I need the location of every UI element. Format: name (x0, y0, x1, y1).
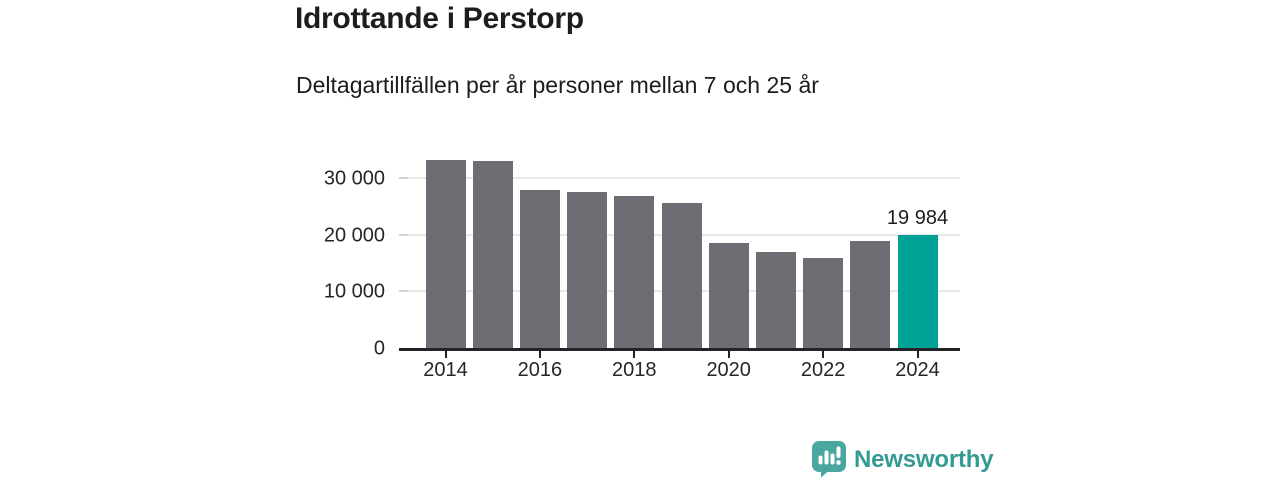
x-tick-2014 (444, 351, 447, 358)
x-axis-label-2024: 2024 (895, 359, 940, 381)
bar-2014 (425, 160, 466, 348)
x-axis-label-2020: 2020 (706, 359, 751, 381)
plot-area (399, 150, 960, 351)
bar-2016 (519, 189, 560, 348)
x-tick-2018 (633, 351, 636, 358)
chart-title: Idrottande i Perstorp (295, 2, 584, 35)
bar-2020 (708, 242, 749, 348)
bar-2022 (803, 258, 844, 348)
x-axis-label-2016: 2016 (517, 359, 563, 381)
y-tick-20000 (399, 233, 408, 236)
y-axis-label-30000: 30 000 (323, 167, 385, 190)
newsworthy-icon (812, 441, 846, 478)
bar-2019 (661, 202, 702, 348)
data-label-2024: 19 984 (886, 206, 949, 229)
newsworthy-logo: Newsworthy (812, 441, 994, 478)
bar-2015 (472, 161, 513, 348)
y-tick-30000 (399, 177, 408, 180)
x-axis-label-2018: 2018 (612, 359, 657, 381)
gridline-30000 (399, 177, 960, 180)
x-axis-label-2022: 2022 (800, 359, 846, 381)
y-axis-label-0: 0 (373, 337, 385, 360)
y-tick-10000 (399, 290, 408, 293)
x-tick-2020 (727, 351, 730, 358)
y-axis-label-20000: 20 000 (323, 224, 385, 247)
bar-2021 (755, 251, 796, 348)
x-tick-2022 (822, 351, 825, 358)
newsworthy-wordmark: Newsworthy (854, 445, 994, 473)
x-tick-2016 (538, 351, 541, 358)
x-axis-label-2014: 2014 (423, 359, 468, 381)
bar-2023 (850, 240, 891, 348)
bar-2024 (897, 234, 938, 348)
bar-2017 (567, 191, 608, 348)
x-tick-2024 (916, 351, 919, 358)
bar-2018 (614, 195, 655, 348)
y-axis-label-10000: 10 000 (323, 280, 385, 303)
chart-subtitle: Deltagartillfällen per år personer mella… (296, 72, 819, 98)
